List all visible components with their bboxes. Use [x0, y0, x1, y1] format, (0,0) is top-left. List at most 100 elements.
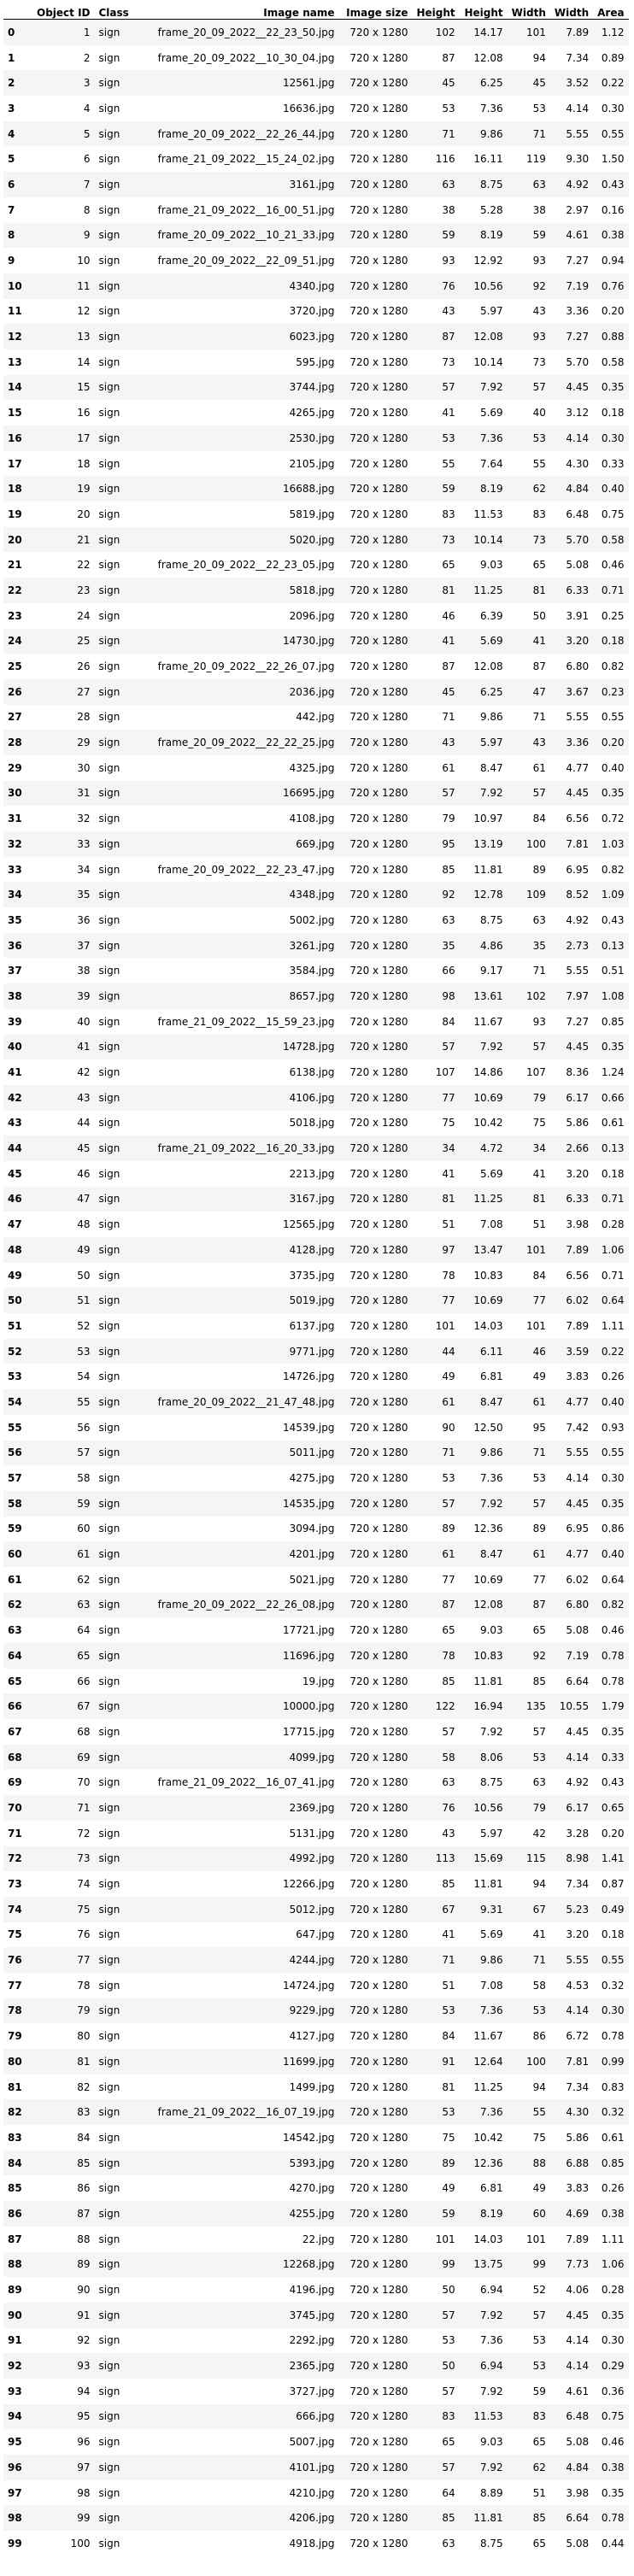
table-row: 60 61 sign 4201.jpg 720 x 1280 61 8.47 61 4.77 0.…: [3, 1541, 629, 1567]
table-cell: frame_20_09_2022__22_22_25.jpg: [157, 736, 335, 749]
table-cell: 4.14: [566, 2334, 590, 2347]
table-cell: 5393.jpg: [289, 2156, 335, 2169]
row-index: 12: [8, 331, 22, 343]
table-cell: sign: [98, 1624, 120, 1637]
table-cell: 720 x 1280: [349, 229, 408, 242]
table-cell: 79: [532, 1801, 546, 1814]
table-cell: 3735.jpg: [289, 1269, 335, 1282]
table-cell: 1.03: [601, 837, 625, 850]
table-cell: 5131.jpg: [289, 1827, 335, 1840]
table-row: 12 13 sign 6023.jpg 720 x 1280 87 12.08 93 7.27 0…: [3, 324, 629, 349]
table-row: 29 30 sign 4325.jpg 720 x 1280 61 8.47 61 4.77 0.…: [3, 755, 629, 781]
table-cell: 1: [83, 26, 91, 38]
table-cell: 9.86: [479, 1446, 503, 1459]
table-cell: 3261.jpg: [289, 939, 335, 952]
table-cell: 8.19: [479, 2207, 503, 2220]
table-cell: 6.17: [566, 1801, 590, 1814]
table-cell: 44: [442, 1345, 455, 1358]
table-cell: 14542.jpg: [282, 2131, 335, 2144]
table-cell: 63: [532, 913, 546, 926]
table-cell: 720 x 1280: [349, 1700, 408, 1713]
table-cell: 4265.jpg: [289, 407, 335, 420]
table-cell: 7.36: [479, 2004, 503, 2017]
table-cell: 43: [442, 305, 455, 318]
table-row: 22 23 sign 5818.jpg 720 x 1280 81 11.25 81 6.33 0…: [3, 578, 629, 603]
table-cell: 0.88: [601, 331, 625, 343]
row-index: 17: [8, 457, 22, 470]
column-header: Class: [94, 0, 134, 20]
table-cell: 0.66: [601, 1091, 625, 1104]
table-cell: 4.45: [566, 787, 590, 800]
table-cell: sign: [98, 2106, 120, 2119]
table-cell: 7.89: [566, 1243, 590, 1256]
table-row: 83 84 sign 14542.jpg 720 x 1280 75 10.42 75 5.86…: [3, 2125, 629, 2151]
row-index: 6: [8, 178, 15, 191]
table-cell: 85: [532, 2512, 546, 2525]
table-cell: 12.08: [473, 51, 503, 64]
table-cell: 1.12: [601, 26, 625, 38]
row-index: 62: [8, 1599, 22, 1611]
table-cell: 720 x 1280: [349, 1548, 408, 1561]
row-index: 25: [8, 660, 22, 673]
table-cell: 44: [77, 1117, 91, 1130]
table-cell: 16636.jpg: [282, 102, 335, 114]
table-cell: 6.11: [479, 1345, 503, 1358]
table-cell: 5.70: [566, 355, 590, 368]
table-cell: 720 x 1280: [349, 813, 408, 825]
table-cell: 0.58: [601, 355, 625, 368]
table-cell: 5.08: [566, 2537, 590, 2550]
table-cell: 4.69: [566, 2207, 590, 2220]
row-index: 69: [8, 1776, 22, 1789]
table-cell: 45: [532, 77, 546, 90]
table-cell: 48: [77, 1218, 91, 1231]
table-cell: 4340.jpg: [289, 279, 335, 292]
table-cell: 5.97: [479, 736, 503, 749]
table-cell: 71: [77, 1801, 91, 1814]
table-cell: 53: [532, 1472, 546, 1485]
table-cell: 59: [442, 483, 455, 496]
table-cell: 49: [442, 2182, 455, 2195]
table-cell: 0.46: [601, 2436, 625, 2449]
table-cell: 99: [77, 2512, 91, 2525]
table-cell: 1.06: [601, 2258, 625, 2271]
table-cell: 2: [83, 51, 91, 64]
row-index: 52: [8, 1345, 22, 1358]
table-cell: 16: [77, 407, 91, 420]
table-cell: 720 x 1280: [349, 1421, 408, 1434]
table-cell: 0.40: [601, 483, 625, 496]
table-cell: 14730.jpg: [282, 635, 335, 648]
table-cell: 5: [83, 127, 91, 140]
table-cell: 93: [442, 255, 455, 267]
table-cell: 61: [532, 761, 546, 774]
row-index: 20: [8, 533, 22, 546]
table-cell: 2530.jpg: [289, 431, 335, 444]
table-cell: 0.94: [601, 255, 625, 267]
table-cell: 3.36: [566, 305, 590, 318]
table-cell: 4: [83, 102, 91, 114]
table-cell: 11699.jpg: [282, 2055, 335, 2068]
table-cell: 59: [442, 2207, 455, 2220]
table-cell: 720 x 1280: [349, 1751, 408, 1763]
table-cell: 4.72: [479, 1142, 503, 1155]
table-cell: 720 x 1280: [349, 2055, 408, 2068]
table-cell: 53: [532, 2004, 546, 2017]
table-cell: 3745.jpg: [289, 2309, 335, 2321]
table-row: 52 53 sign 9771.jpg 720 x 1280 44 6.11 46 3.59 0.…: [3, 1338, 629, 1364]
table-cell: 31: [77, 787, 91, 800]
row-index: 74: [8, 1903, 22, 1916]
table-cell: 720 x 1280: [349, 1345, 408, 1358]
table-cell: 0.28: [601, 2284, 625, 2297]
table-cell: 6.48: [566, 2410, 590, 2423]
table-cell: 0.32: [601, 1979, 625, 1992]
table-cell: 4.30: [566, 457, 590, 470]
table-cell: sign: [98, 127, 120, 140]
table-row: 92 93 sign 2365.jpg 720 x 1280 50 6.94 53 4.14 0.…: [3, 2353, 629, 2379]
table-cell: 7.36: [479, 102, 503, 114]
table-row: 70 71 sign 2369.jpg 720 x 1280 76 10.56 79 6.17 0…: [3, 1795, 629, 1821]
table-cell: 73: [442, 355, 455, 368]
table-cell: 5018.jpg: [289, 1117, 335, 1130]
table-row: 79 80 sign 4127.jpg 720 x 1280 84 11.67 86 6.72 0…: [3, 2023, 629, 2049]
table-row: 99 100 sign 4918.jpg 720 x 1280 63 8.75 65 5.08 0…: [3, 2531, 629, 2556]
table-cell: 77: [77, 1954, 91, 1967]
table-cell: 0.55: [601, 1954, 625, 1967]
